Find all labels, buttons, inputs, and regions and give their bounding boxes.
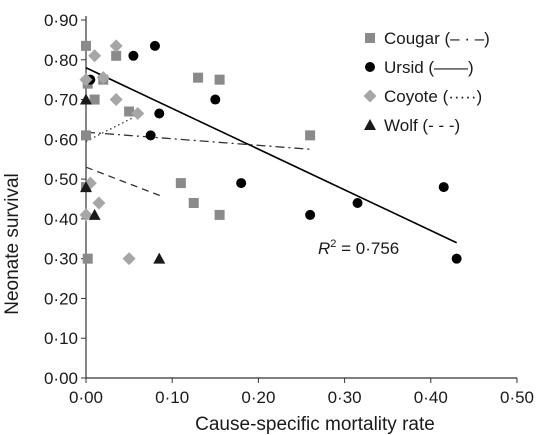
legend-marker-diamond bbox=[363, 89, 377, 103]
point-square bbox=[81, 40, 91, 51]
y-tick-label: 0·80 bbox=[44, 51, 78, 70]
point-square bbox=[82, 253, 93, 264]
legend-label-diamond: Coyote (·····) bbox=[384, 87, 482, 106]
point-square bbox=[89, 94, 100, 105]
x-axis-title: Cause-specific mortality rate bbox=[195, 414, 435, 435]
x-tick-label: 0·00 bbox=[69, 388, 103, 407]
point-square bbox=[193, 72, 204, 83]
point-circle bbox=[352, 197, 363, 208]
point-diamond bbox=[88, 49, 102, 63]
y-tick-label: 0·60 bbox=[44, 130, 78, 149]
legend-marker-triangle bbox=[364, 119, 376, 130]
plot-area: 0·00 0·10 0·20 0·30 0·40 0·50 0·60 0·70 0·80 0·90… bbox=[44, 11, 534, 407]
trend-line-triangle bbox=[85, 166, 164, 198]
y-axis-title: Neonate survival bbox=[2, 173, 23, 315]
trend-line-square bbox=[85, 131, 311, 150]
point-circle bbox=[305, 209, 316, 220]
y-tick-label: 0·90 bbox=[44, 11, 78, 30]
point-diamond bbox=[109, 39, 123, 53]
point-circle bbox=[154, 108, 165, 119]
point-diamond bbox=[122, 252, 136, 266]
legend-label-circle: Ursid (——) bbox=[384, 58, 474, 77]
legend-marker-circle bbox=[365, 62, 375, 72]
legend-label-square: Cougar (– · –) bbox=[384, 29, 490, 48]
point-circle bbox=[438, 182, 449, 193]
y-tick-label: 0·50 bbox=[44, 170, 78, 189]
r-squared-annotation: R2 = 0·756 bbox=[318, 238, 399, 258]
point-circle bbox=[210, 94, 221, 105]
point-square bbox=[81, 130, 91, 141]
trend-line-diamond bbox=[85, 116, 134, 142]
point-square bbox=[111, 50, 122, 61]
x-tick-label: 0·40 bbox=[414, 388, 448, 407]
point-triangle bbox=[153, 252, 166, 264]
point-circle bbox=[145, 130, 156, 141]
point-triangle bbox=[80, 93, 92, 105]
point-square bbox=[124, 106, 135, 117]
point-diamond bbox=[79, 73, 93, 87]
y-tick-label: 0·30 bbox=[44, 250, 78, 269]
point-diamond bbox=[131, 106, 145, 120]
point-square bbox=[188, 197, 199, 208]
data-marks bbox=[79, 39, 462, 266]
x-tick-label: 0·10 bbox=[155, 388, 189, 407]
point-square bbox=[305, 130, 316, 141]
point-circle bbox=[236, 178, 247, 189]
point-square bbox=[214, 209, 225, 220]
x-tick-label: 0·50 bbox=[500, 388, 534, 407]
legend-marker-square bbox=[365, 33, 375, 43]
y-tick-label: 0·10 bbox=[44, 329, 78, 348]
y-tick-label: 0·00 bbox=[44, 369, 78, 388]
point-triangle bbox=[88, 208, 101, 220]
y-tick-label: 0·20 bbox=[44, 289, 78, 308]
r-symbol: R bbox=[318, 239, 330, 258]
point-diamond bbox=[109, 93, 123, 107]
trend-line-circle bbox=[85, 67, 458, 244]
point-diamond bbox=[79, 208, 93, 222]
point-circle bbox=[149, 40, 160, 51]
y-tick-label: 0·70 bbox=[44, 91, 78, 110]
legend: Cougar (– · –) Ursid (——) Coyote (·····) Wo… bbox=[363, 29, 490, 135]
point-circle bbox=[451, 253, 462, 264]
point-square bbox=[214, 74, 225, 85]
y-tick-label: 0·40 bbox=[44, 210, 78, 229]
r-squared-value: = 0·756 bbox=[336, 239, 399, 258]
point-triangle bbox=[80, 181, 92, 193]
legend-label-triangle: Wolf (- - -) bbox=[384, 116, 460, 135]
x-tick-label: 0·30 bbox=[328, 388, 362, 407]
point-diamond bbox=[92, 196, 106, 210]
point-circle bbox=[128, 50, 139, 61]
point-square bbox=[175, 178, 186, 189]
r-superscript: 2 bbox=[330, 238, 336, 250]
point-diamond bbox=[96, 71, 110, 85]
x-tick-label: 0·20 bbox=[241, 388, 275, 407]
